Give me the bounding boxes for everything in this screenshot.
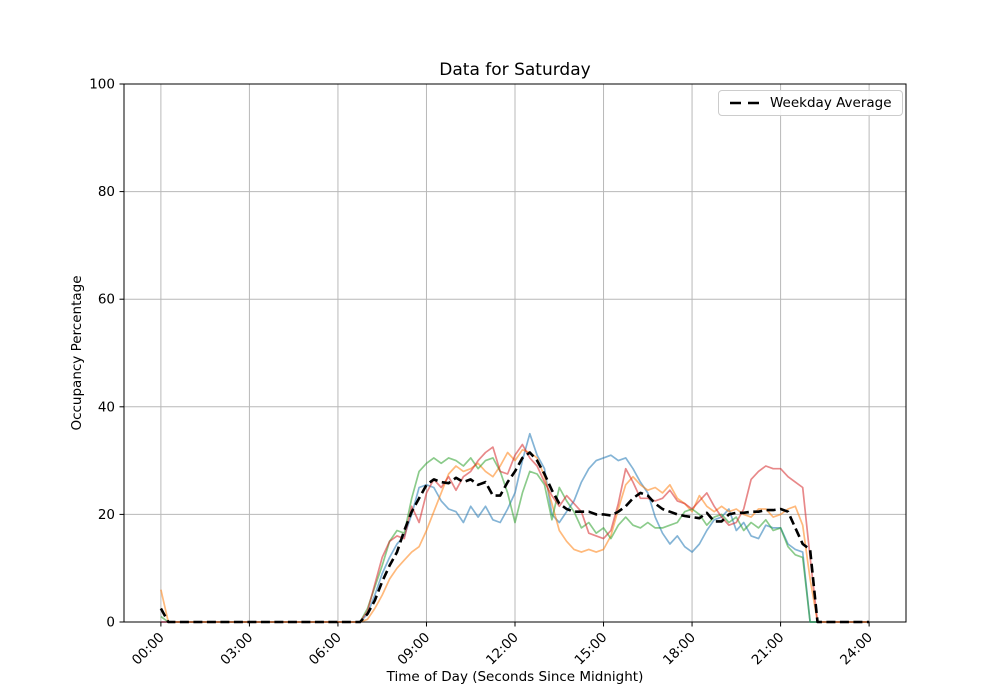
legend-dash-sample-icon [730,101,760,105]
weekday-average-line [159,451,870,624]
day-line-series_1 [160,432,870,623]
y-tick-label: 0 [106,615,115,631]
x-tick-label: 12:00 [483,630,522,669]
x-tick-label: 18:00 [660,630,699,669]
y-tick-label: 40 [98,399,115,415]
x-axis-label: Time of Day (Seconds Since Midnight) [386,669,644,685]
legend: Weekday Average [718,90,903,116]
legend-label: Weekday Average [770,95,892,111]
x-tick-label: 03:00 [217,630,256,669]
x-tick-label: 09:00 [394,630,433,669]
chart-title: Data for Saturday [439,60,591,80]
y-tick-label: 20 [98,507,115,523]
y-tick-label: 100 [89,77,115,93]
y-tick-label: 80 [98,184,115,200]
x-tick-label: 15:00 [572,630,611,669]
day-line-series_3 [160,457,870,623]
x-tick-label: 00:00 [129,630,168,669]
x-tick-label: 21:00 [749,630,788,669]
x-tick-label: 06:00 [306,630,345,669]
day-line-series_4 [160,443,870,623]
x-tick-label: 24:00 [837,630,876,669]
y-tick-label: 60 [98,292,115,308]
y-axis-label: Occupancy Percentage [69,275,85,431]
day-line-series_2 [160,448,870,623]
